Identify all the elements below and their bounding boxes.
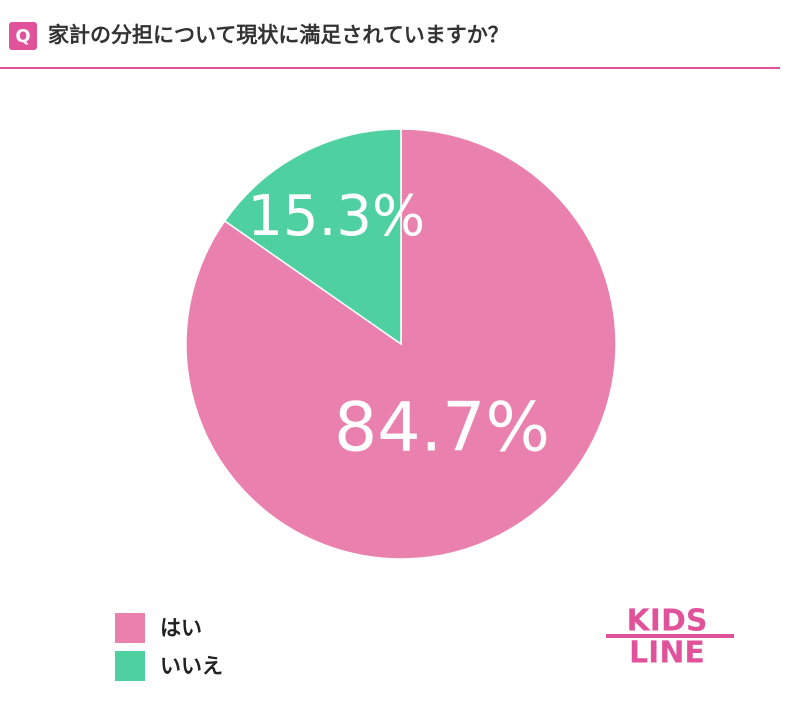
chart-title: 家計の分担について現状に満足されていますか？ xyxy=(48,23,509,47)
logo-text: LINE xyxy=(629,636,705,671)
pie-slice xyxy=(223,128,402,346)
legend-swatch xyxy=(115,613,145,643)
logo-text: KIDS xyxy=(627,604,708,639)
legend-swatch xyxy=(115,651,145,681)
legend-label: いいえ xyxy=(160,654,223,678)
pie-slice xyxy=(185,128,617,560)
q-badge: Q xyxy=(15,26,30,47)
legend-label: はい xyxy=(160,616,202,640)
value-label: 15.3% xyxy=(247,184,425,249)
q-badge-box xyxy=(9,22,37,50)
value-label: 84.7% xyxy=(334,389,550,468)
logo: KIDS LINE xyxy=(606,604,734,671)
